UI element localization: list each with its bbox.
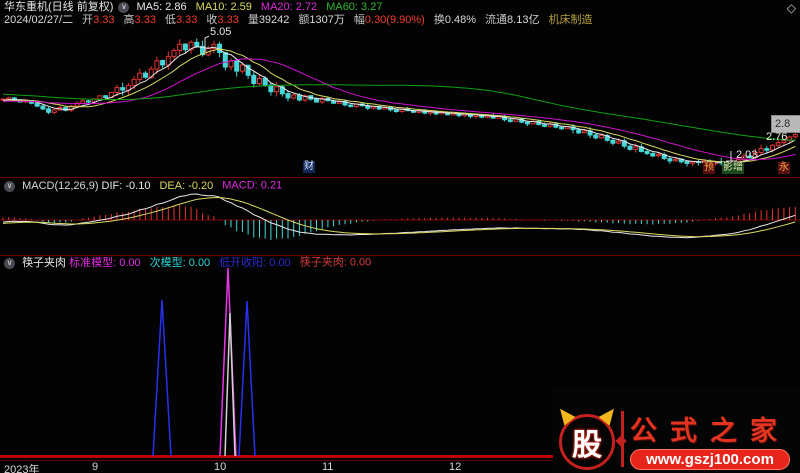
macd-histogram (2, 204, 796, 240)
low-price-annotation: 2.03 (736, 149, 758, 161)
logo-diamond-icon (615, 435, 627, 447)
event-tag-0[interactable]: 财 (303, 161, 315, 173)
macd-header: ∨ MACD(12,26,9) DIF: -0.10 DEA: -0.20 MACD… (2, 180, 282, 194)
axis-label-3: 11 (322, 461, 334, 473)
indicator-values-row: 标准模型: 0.00 次模型: 0.00 低开收阳: 0.00 筷子夹肉: 0.00 (69, 257, 371, 269)
peak-price-annotation: 5.05 (210, 26, 232, 38)
quote-field-1: 开 (82, 14, 94, 26)
diamond-icon: ◇ (786, 1, 796, 15)
indicator-title: 筷子夹肉 (22, 257, 67, 270)
quote-field-16: 0.48% (444, 14, 477, 26)
ma-label-0: MA5: 2.86 (136, 1, 187, 13)
main-chart-header: 华东重机(日线 前复权) ∨ MA5: 2.86 MA10: 2.59 MA20: … (4, 1, 391, 15)
stock-title: 华东重机(日线 前复权) (4, 1, 114, 14)
quote-field-12: 1307万 (309, 14, 345, 26)
logo-text-block: 公式之家 www.gszj100.com (630, 417, 790, 470)
macd-title: MACD(12,26,9) (22, 180, 99, 193)
event-tag-1[interactable]: 预 (703, 162, 715, 174)
quote-field-8: 3.33 (217, 14, 239, 26)
collapse-macd-icon[interactable]: ∨ (4, 181, 15, 193)
quote-field-13: 幅 (353, 14, 365, 26)
indicator-value-2: 低开收阳: 0.00 (219, 257, 291, 269)
logo-stock-character: 股 (572, 428, 602, 463)
quote-field-2: 3.33 (93, 14, 115, 26)
ma-lines (2, 46, 796, 164)
quote-field-5: 低 (164, 14, 176, 26)
macd-value-2: MACD: 0.21 (222, 180, 283, 192)
quote-field-17: 流通 (485, 14, 508, 26)
quote-field-14: 0.30(9.90%) (364, 14, 425, 26)
bull-icon: 股 (554, 404, 620, 470)
macd-value-0: DIF: -0.10 (101, 180, 151, 192)
indicator-spikes (152, 267, 256, 457)
quote-field-18: 8.13亿 (507, 14, 540, 26)
indicator-header: ∨ 筷子夹肉 标准模型: 0.00 次模型: 0.00 低开收阳: 0.00 筷子夹肉… (2, 257, 371, 271)
chart-annotation-marks (204, 35, 737, 162)
axis-label-2: 10 (214, 461, 227, 473)
gszj-logo[interactable]: 股 公式之家 www.gszj100.com (553, 388, 800, 473)
logo-divider (615, 411, 627, 467)
ma-values-row: MA5: 2.86 MA10: 2.59 MA20: 2.72 MA60: 3.27 (137, 1, 392, 13)
quote-field-11: 额 (298, 14, 310, 26)
last-price-label: 2.76 (766, 131, 788, 143)
indicator-value-0: 标准模型: 0.00 (69, 257, 141, 269)
collapse-indicator-icon[interactable]: ∨ (4, 258, 15, 270)
logo-title: 公式之家 (630, 416, 790, 447)
collapse-main-chart-icon[interactable]: ∨ (118, 2, 130, 14)
event-tag-3[interactable]: 永 (778, 162, 790, 174)
quote-field-15: 换 (433, 14, 445, 26)
quote-field-19: 机床制造 (548, 14, 593, 26)
axis-label-1: 9 (92, 461, 99, 473)
quote-field-4: 3.33 (134, 14, 156, 26)
ma-label-2: MA20: 2.72 (260, 1, 318, 13)
macd-lines (2, 193, 796, 239)
event-tag-2[interactable]: 影增 (722, 162, 744, 174)
indicator-value-3: 筷子夹肉: 0.00 (299, 257, 372, 269)
quote-info-bar: 2024/02/27/二 开3.33 高3.33 低3.33 收3.33 量39242 额1… (4, 14, 592, 27)
macd-values-row: DIF: -0.10 DEA: -0.20 MACD: 0.21 (102, 180, 283, 192)
axis-label-4: 12 (449, 461, 462, 473)
ma-label-1: MA10: 2.59 (195, 1, 252, 13)
quote-field-3: 高 (123, 14, 135, 26)
last-price-box: 2.8 (771, 115, 800, 133)
indicator-value-1: 次模型: 0.00 (149, 257, 211, 269)
quote-field-10: 39242 (258, 14, 290, 26)
logo-url[interactable]: www.gszj100.com (630, 449, 790, 470)
quote-field-9: 量 (247, 14, 259, 26)
quote-field-0: 2024/02/27/二 (4, 14, 74, 26)
axis-label-0: 2023年 (4, 464, 40, 473)
quote-field-7: 收 (206, 14, 218, 26)
ma-label-3: MA60: 3.27 (326, 1, 383, 13)
quote-field-6: 3.33 (175, 14, 198, 26)
macd-value-1: DEA: -0.20 (159, 180, 214, 192)
